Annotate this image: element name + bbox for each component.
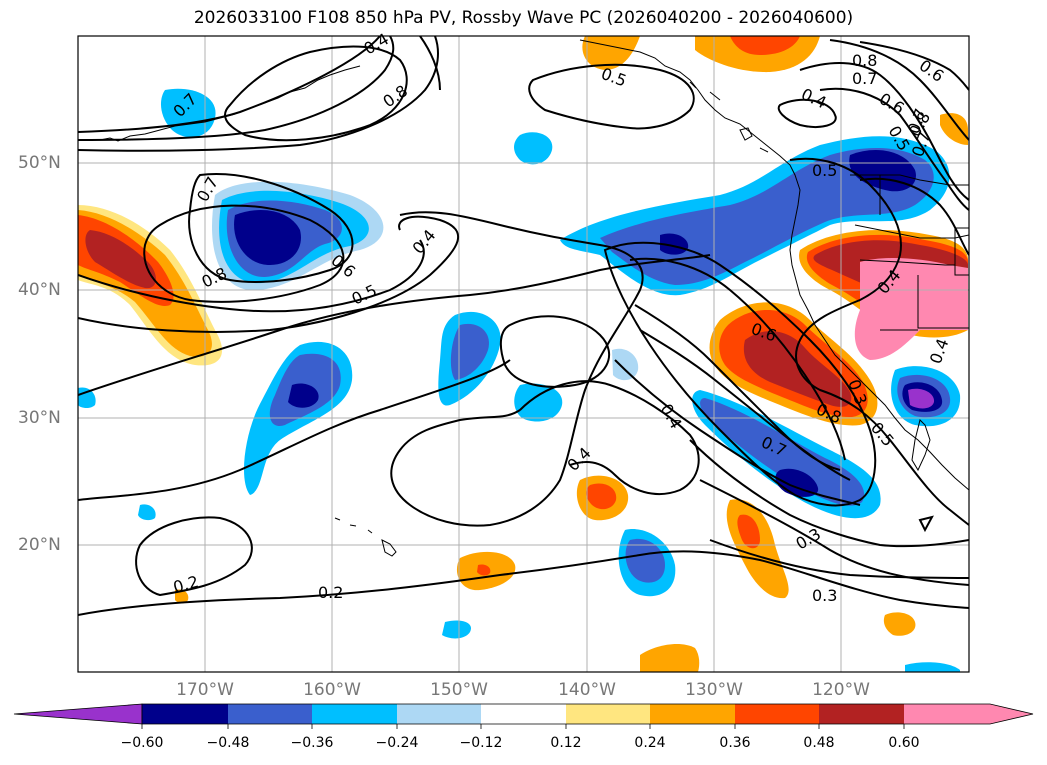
contour-label: 0.7 bbox=[852, 69, 877, 88]
contour-label: 0.8 bbox=[852, 51, 877, 70]
lat-tick-label: 50°N bbox=[18, 153, 61, 173]
neg-blob-145w-30n bbox=[514, 348, 639, 422]
pos-blob-south bbox=[175, 475, 916, 672]
neg-blob-118w-32n bbox=[891, 366, 961, 427]
lon-tick-label: 160°W bbox=[303, 680, 361, 700]
pv-contours bbox=[78, 36, 969, 616]
pos-blob-west bbox=[78, 205, 223, 366]
colorbar-bin bbox=[481, 704, 566, 724]
colorbar-tick-label: −0.36 bbox=[290, 735, 334, 751]
pos-blob-central bbox=[709, 302, 878, 426]
contour-label: 0.2 bbox=[318, 583, 343, 602]
colorbar-tick-label: −0.12 bbox=[459, 735, 503, 751]
colorbar-bin bbox=[228, 704, 312, 724]
colorbar-extend-low bbox=[13, 703, 143, 725]
gridlines bbox=[78, 36, 969, 672]
colorbar-bin bbox=[819, 704, 904, 724]
map-frame bbox=[77, 35, 970, 673]
neg-blob-152w-47n bbox=[514, 132, 553, 165]
neg-small-blobs bbox=[78, 387, 960, 672]
contour-label: 0.5 bbox=[812, 161, 837, 180]
lat-tick-label: 30°N bbox=[18, 408, 61, 428]
map-title: 2026033100 F108 850 hPa PV, Rossby Wave … bbox=[193, 8, 854, 28]
lon-tick-label: 130°W bbox=[685, 680, 743, 700]
colorbar-tick-label: −0.24 bbox=[375, 735, 419, 751]
shading-layer bbox=[78, 36, 968, 672]
neg-blob-148w-37n bbox=[438, 311, 501, 406]
colorbar-bin bbox=[566, 704, 650, 724]
coastlines bbox=[99, 39, 969, 557]
colorbar-tick-label: 0.60 bbox=[888, 735, 920, 751]
colorbar-tick-label: 0.48 bbox=[803, 735, 835, 751]
colorbar-bin bbox=[142, 704, 228, 724]
contour-label: 0.3 bbox=[812, 586, 837, 605]
neg-band-diagonal bbox=[692, 390, 881, 519]
lat-tick-label: 20°N bbox=[18, 535, 61, 555]
colorbar-tick-label: 0.12 bbox=[550, 735, 582, 751]
pos-blob-north-coast bbox=[582, 36, 968, 145]
lon-tick-label: 170°W bbox=[176, 680, 234, 700]
colorbar-tick-label: −0.60 bbox=[120, 735, 164, 751]
lon-tick-label: 140°W bbox=[558, 680, 616, 700]
colorbar-extend-high bbox=[904, 704, 1033, 724]
neg-blob-136w-18n bbox=[618, 529, 676, 597]
colorbar bbox=[13, 703, 1034, 729]
lat-tick-label: 40°N bbox=[18, 280, 61, 300]
lon-tick-label: 150°W bbox=[430, 680, 488, 700]
lon-tick-label: 120°W bbox=[812, 680, 870, 700]
neg-blob-170w-45n bbox=[212, 181, 384, 291]
colorbar-bin bbox=[397, 704, 481, 724]
colorbar-bin bbox=[650, 704, 735, 724]
colorbar-bin bbox=[312, 704, 397, 724]
colorbar-tick-label: 0.24 bbox=[634, 735, 666, 751]
colorbar-tick-label: 0.36 bbox=[719, 735, 751, 751]
colorbar-tick-label: −0.48 bbox=[206, 735, 250, 751]
colorbar-bin bbox=[735, 704, 819, 724]
